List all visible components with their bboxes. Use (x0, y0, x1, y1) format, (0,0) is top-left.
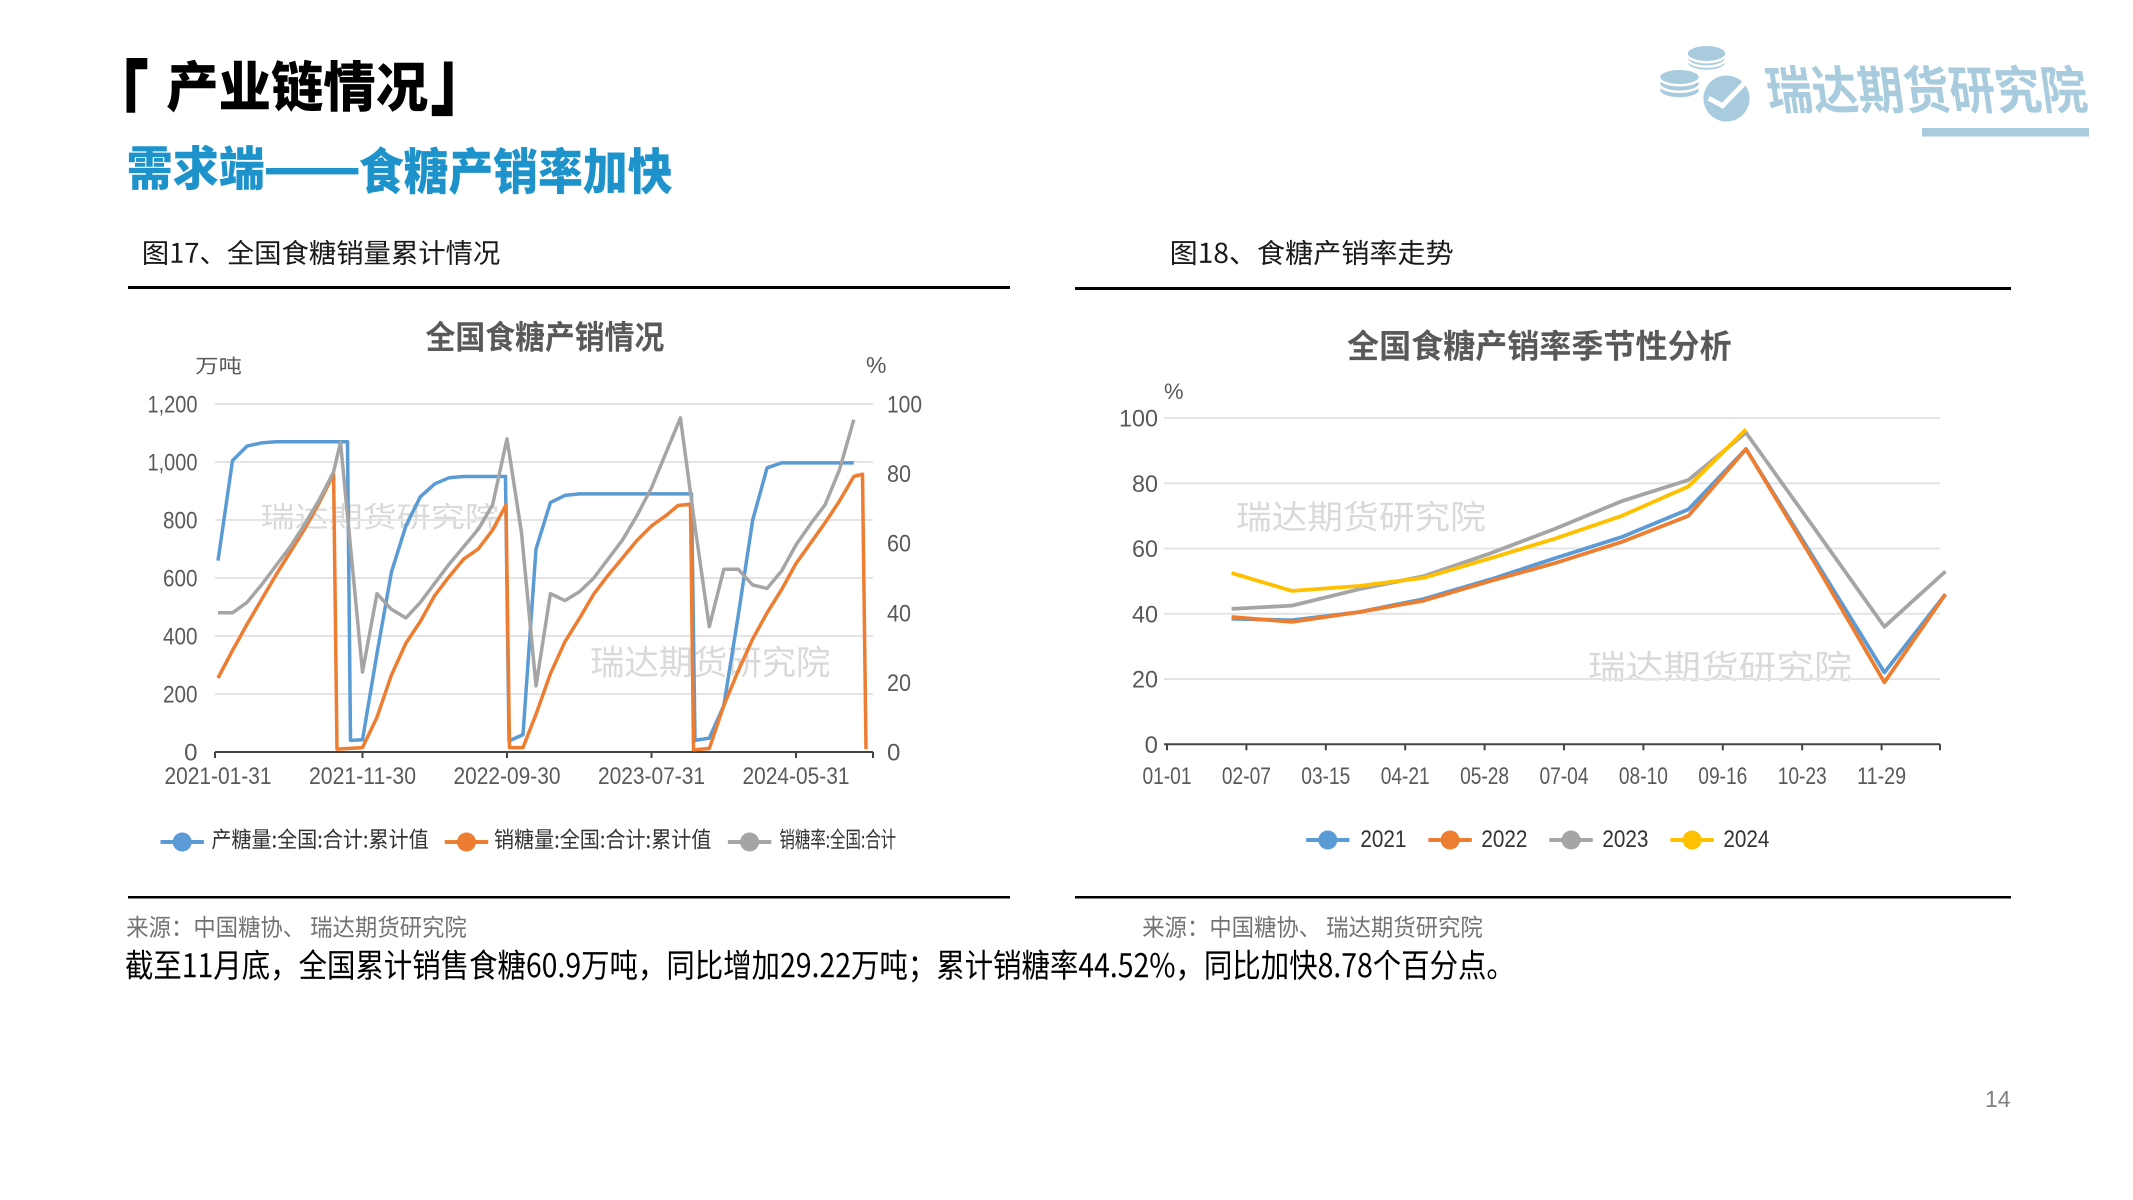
svg-text:20: 20 (887, 670, 911, 697)
svg-text:%: % (866, 352, 886, 378)
svg-text:11-29: 11-29 (1857, 763, 1906, 790)
svg-text:2021-11-30: 2021-11-30 (309, 763, 416, 790)
svg-text:100: 100 (887, 392, 922, 419)
svg-text:14: 14 (1985, 1086, 2011, 1112)
svg-text:100: 100 (1119, 406, 1158, 433)
svg-text:2024: 2024 (1723, 826, 1769, 853)
svg-text:40: 40 (1132, 601, 1158, 628)
svg-text:60: 60 (1132, 536, 1158, 563)
svg-text:08-10: 08-10 (1619, 763, 1668, 790)
svg-text:02-07: 02-07 (1222, 763, 1271, 790)
svg-text:80: 80 (887, 461, 911, 488)
svg-text:1,200: 1,200 (148, 392, 198, 419)
svg-text:2024-05-31: 2024-05-31 (743, 763, 850, 790)
svg-text:07-04: 07-04 (1540, 763, 1589, 790)
svg-text:80: 80 (1132, 471, 1158, 498)
svg-text:0: 0 (184, 740, 197, 767)
svg-text:20: 20 (1132, 667, 1158, 694)
svg-text:60: 60 (887, 531, 911, 558)
svg-text:1,000: 1,000 (148, 450, 198, 477)
svg-text:200: 200 (163, 682, 198, 709)
svg-text:03-15: 03-15 (1301, 763, 1350, 790)
svg-text:2021-01-31: 2021-01-31 (165, 763, 272, 790)
svg-text:600: 600 (163, 566, 198, 593)
svg-text:01-01: 01-01 (1143, 763, 1192, 790)
svg-text:10-23: 10-23 (1778, 763, 1827, 790)
svg-text:40: 40 (887, 600, 911, 627)
svg-text:2022: 2022 (1481, 826, 1527, 853)
svg-text:04-21: 04-21 (1381, 763, 1430, 790)
svg-text:800: 800 (163, 508, 198, 535)
svg-text:2022-09-30: 2022-09-30 (454, 763, 561, 790)
svg-text:0: 0 (1145, 732, 1158, 759)
svg-text:05-28: 05-28 (1460, 763, 1509, 790)
svg-text:%: % (1164, 379, 1184, 404)
svg-text:400: 400 (163, 624, 198, 651)
svg-text:0: 0 (887, 740, 900, 767)
svg-text:09-16: 09-16 (1698, 763, 1747, 790)
svg-text:2021: 2021 (1360, 826, 1406, 853)
svg-text:2023: 2023 (1602, 826, 1648, 853)
svg-text:2023-07-31: 2023-07-31 (598, 763, 705, 790)
